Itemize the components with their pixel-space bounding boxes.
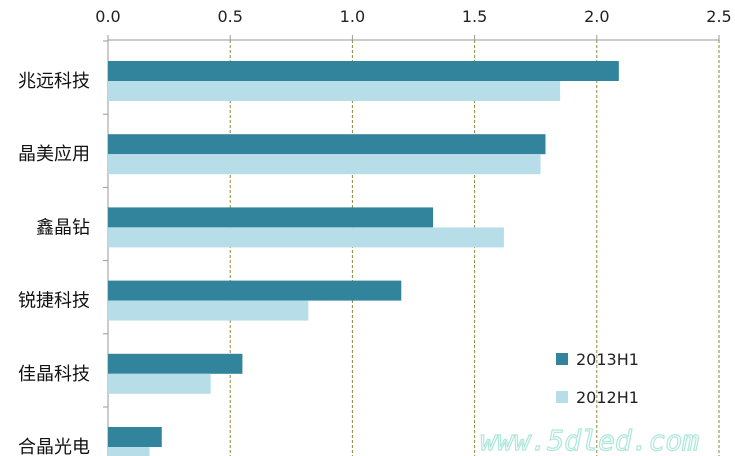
bar-2012H1-4 [108, 373, 211, 394]
category-label: 合晶光电 [18, 437, 90, 456]
x-tick-label: 0.5 [217, 7, 242, 26]
bar-2012H1-2 [108, 227, 504, 248]
legend-swatch-2012H1 [556, 391, 568, 403]
x-tick-label: 0.0 [95, 7, 120, 26]
legend-label: 2013H1 [576, 350, 639, 369]
bar-2013H1-4 [108, 353, 243, 374]
bar-2013H1-2 [108, 207, 434, 228]
x-tick-label: 2.0 [584, 7, 609, 26]
category-label: 佳晶科技 [18, 364, 90, 385]
legend-swatch-2013H1 [556, 353, 568, 365]
category-label: 鑫晶钻 [36, 217, 90, 238]
watermark-text: www.5dled.com [480, 424, 699, 456]
bar-2012H1-1 [108, 154, 541, 175]
bar-2012H1-0 [108, 81, 561, 101]
x-tick-label: 2.5 [706, 7, 731, 26]
category-label: 晶美应用 [18, 144, 90, 165]
bar-2013H1-5 [108, 427, 162, 447]
bar-2013H1-3 [108, 280, 402, 301]
bar-2012H1-5 [108, 447, 150, 456]
x-tick-label: 1.5 [462, 7, 487, 26]
bar-2012H1-3 [108, 300, 309, 321]
bar-2013H1-1 [108, 134, 546, 155]
category-label: 兆远科技 [18, 71, 90, 92]
x-tick-label: 1.0 [340, 7, 365, 26]
category-label: 锐捷科技 [18, 291, 90, 312]
bar-2013H1-0 [108, 61, 619, 81]
legend-label: 2012H1 [576, 388, 639, 407]
